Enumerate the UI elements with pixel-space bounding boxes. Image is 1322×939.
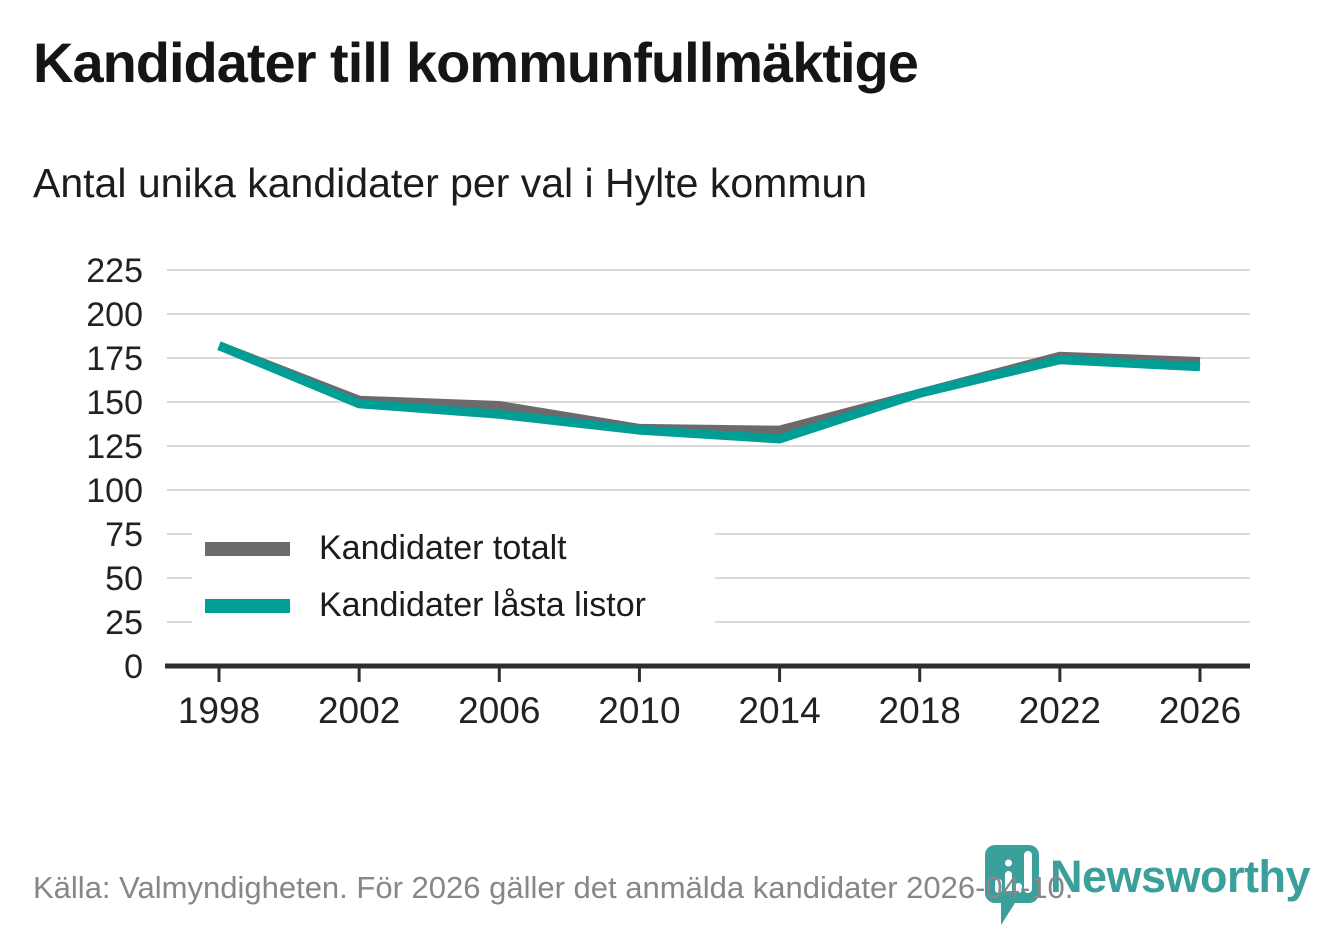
x-tick-label: 2022 xyxy=(1019,690,1101,731)
x-tick-label: 2010 xyxy=(598,690,680,731)
y-tick-label: 100 xyxy=(86,472,143,510)
y-tick-label: 225 xyxy=(86,252,143,290)
series-line-locked xyxy=(217,341,1201,444)
logo-bar-4 xyxy=(1024,851,1032,893)
logo-bar-2 xyxy=(1005,871,1012,893)
x-axis-labels: 1998 2002 2006 2010 2014 2018 2022 2026 xyxy=(178,690,1241,731)
x-tick-label: 2002 xyxy=(318,690,400,731)
y-tick-label: 150 xyxy=(86,384,143,422)
page-subtitle: Antal unika kandidater per val i Hylte k… xyxy=(33,160,868,206)
logo-bar-3 xyxy=(1015,883,1022,893)
x-axis xyxy=(165,663,1250,682)
legend-label-locked: Kandidater låsta listor xyxy=(319,586,646,624)
newsworthy-logo: Newsworthy xyxy=(982,843,1311,929)
legend-item-locked: Kandidater låsta listor xyxy=(192,586,715,625)
source-note: Källa: Valmyndigheten. För 2026 gäller d… xyxy=(33,870,1074,905)
y-tick-label: 125 xyxy=(86,428,143,466)
x-tick-label: 2026 xyxy=(1159,690,1241,731)
y-tick-label: 25 xyxy=(105,604,143,642)
legend-label-total: Kandidater totalt xyxy=(319,529,567,567)
logo-dot xyxy=(1005,859,1012,867)
legend-item-total: Kandidater totalt xyxy=(192,529,715,568)
x-tick-label: 2006 xyxy=(458,690,540,731)
y-tick-label: 75 xyxy=(105,516,143,554)
x-tick-label: 2018 xyxy=(879,690,961,731)
x-tick-label: 1998 xyxy=(178,690,260,731)
legend-swatch-total xyxy=(205,541,290,556)
logo-bar-1 xyxy=(995,879,1002,893)
y-tick-label: 50 xyxy=(105,560,143,598)
y-tick-label: 0 xyxy=(124,648,143,686)
y-tick-label: 200 xyxy=(86,296,143,334)
y-tick-label: 175 xyxy=(86,340,143,378)
newsworthy-wordmark: Newsworthy xyxy=(1050,851,1311,902)
series-lines xyxy=(217,341,1201,444)
x-tick-label: 2014 xyxy=(738,690,820,731)
y-axis-labels: 0 25 50 75 100 125 150 175 200 225 xyxy=(86,252,143,686)
page-title: Kandidater till kommunfullmäktige xyxy=(33,31,919,94)
chart-legend: Kandidater totalt Kandidater låsta listo… xyxy=(192,518,715,636)
newsworthy-logo-icon xyxy=(985,845,1039,925)
legend-swatch-locked xyxy=(205,598,290,613)
